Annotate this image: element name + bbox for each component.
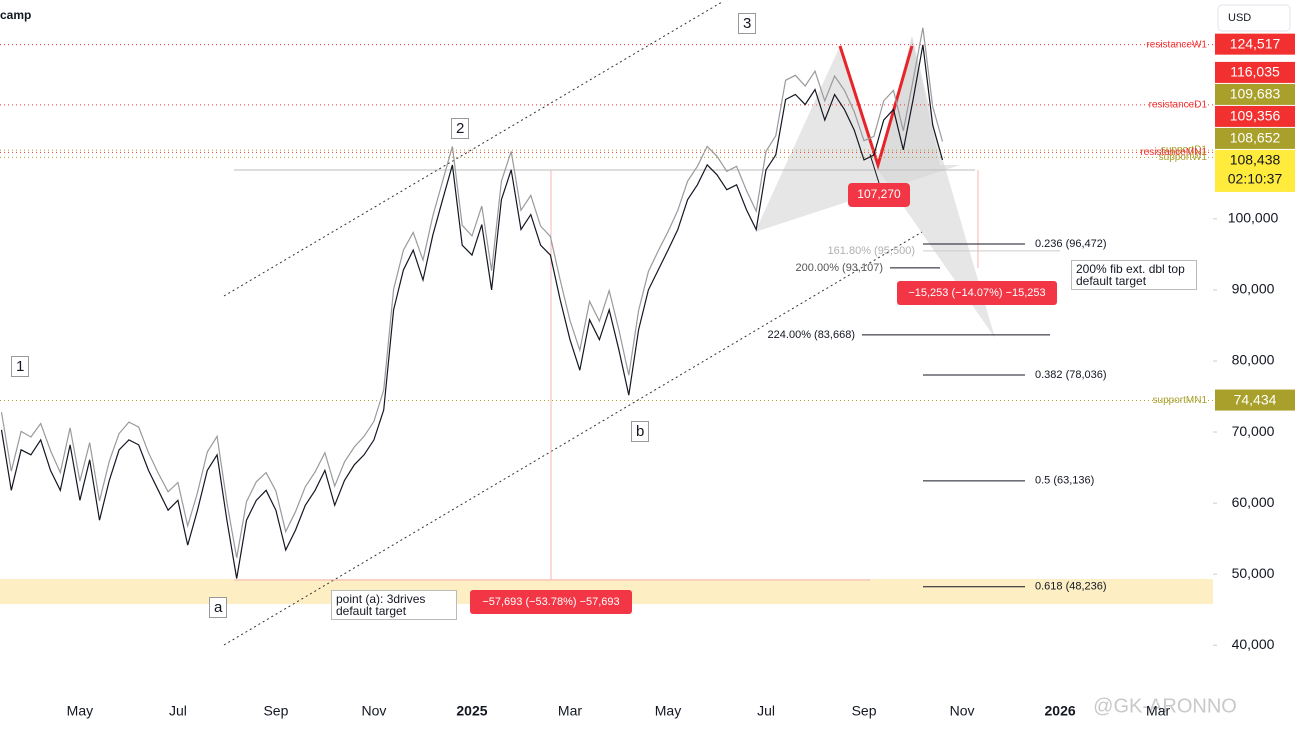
level-name: resistanceMN1 bbox=[1140, 147, 1207, 158]
x-tick-label: Mar bbox=[558, 703, 582, 719]
fib-label: 200.00% (93,107) bbox=[796, 262, 883, 274]
price-tag-label: 74,434 bbox=[1234, 391, 1277, 407]
measure-box bbox=[897, 281, 1057, 305]
y-tick-label: 60,000 bbox=[1232, 494, 1275, 510]
fib-label: 0.5 (63,136) bbox=[1035, 475, 1094, 487]
wave-label: 3 bbox=[738, 13, 757, 34]
price-tag bbox=[1215, 105, 1295, 127]
x-tick-label: May bbox=[67, 703, 93, 719]
price-tag bbox=[1215, 61, 1295, 83]
x-tick-label: Mar bbox=[1146, 703, 1170, 719]
level-name: supportW1 bbox=[1159, 152, 1208, 163]
price-tag bbox=[1215, 127, 1295, 149]
pivot-box bbox=[848, 183, 910, 207]
wave-label: 1 bbox=[11, 356, 30, 377]
currency-button[interactable] bbox=[1217, 4, 1291, 32]
fib-label: 224.00% (83,668) bbox=[768, 329, 855, 341]
price-tag-label: 108,652 bbox=[1230, 130, 1281, 146]
x-tick-label: Jul bbox=[169, 703, 187, 719]
level-name: supportMN1 bbox=[1153, 395, 1208, 406]
y-tick-label: 100,000 bbox=[1228, 210, 1279, 226]
price-tag-label: 109,356 bbox=[1230, 108, 1281, 124]
level-name: supportD1 bbox=[1161, 145, 1208, 156]
x-tick-label: Nov bbox=[361, 703, 386, 719]
channel-line bbox=[223, 231, 923, 646]
countdown: 02:10:37 bbox=[1228, 171, 1283, 187]
price-tag bbox=[1215, 33, 1295, 55]
current-price: 108,438 bbox=[1230, 152, 1281, 168]
x-tick-label: Jul bbox=[757, 703, 775, 719]
pivot-label: 107,270 bbox=[857, 187, 901, 201]
pivot-pointer bbox=[869, 154, 880, 184]
measure-label: −15,253 (−14.07%) −15,253 bbox=[908, 287, 1045, 299]
chart-title: camp bbox=[0, 8, 31, 22]
measure-label: −57,693 (−53.78%) −57,693 bbox=[482, 596, 619, 608]
channel-line bbox=[223, 1, 723, 297]
fib-label: 0.236 (96,472) bbox=[1035, 238, 1107, 250]
price-line bbox=[0, 27, 944, 558]
current-price-tag bbox=[1215, 149, 1295, 192]
y-tick-label: 80,000 bbox=[1232, 352, 1275, 368]
x-tick-label: May bbox=[655, 703, 681, 719]
price-tag bbox=[1215, 389, 1295, 411]
fib-label: 161.80% (95,500) bbox=[828, 245, 915, 257]
level-name: resistanceW1 bbox=[1146, 39, 1207, 50]
level-name: resistanceD1 bbox=[1149, 100, 1208, 111]
y-tick-label: 90,000 bbox=[1232, 281, 1275, 297]
wave-label: b bbox=[631, 421, 650, 442]
y-tick-label: 40,000 bbox=[1232, 636, 1275, 652]
watermark: @GK-ARONNO bbox=[1093, 695, 1237, 717]
x-tick-label: Sep bbox=[852, 703, 877, 719]
note: point (a): 3drives default target bbox=[331, 590, 457, 620]
price-tag bbox=[1215, 83, 1295, 105]
price-tag-label: 109,683 bbox=[1230, 86, 1281, 102]
double-top bbox=[838, 45, 914, 171]
x-tick-label: Nov bbox=[950, 703, 975, 719]
wave-label: a bbox=[209, 597, 228, 618]
y-tick-label: 70,000 bbox=[1232, 423, 1275, 439]
y-tick-label: 50,000 bbox=[1232, 565, 1275, 581]
x-tick-label: 2025 bbox=[456, 703, 487, 719]
fib-label: 0.618 (48,236) bbox=[1035, 581, 1107, 593]
x-tick-label: 2026 bbox=[1045, 703, 1076, 719]
price-tag-label: 124,517 bbox=[1230, 35, 1281, 51]
price-line bbox=[0, 44, 944, 579]
currency: USD bbox=[1228, 12, 1251, 24]
fib-label: 0.382 (78,036) bbox=[1035, 369, 1107, 381]
wave-label: 2 bbox=[451, 118, 470, 139]
measure-box bbox=[470, 590, 632, 614]
note: 200% fib ext. dbl top default target bbox=[1071, 260, 1197, 290]
x-tick-label: Sep bbox=[263, 703, 288, 719]
price-tag-label: 116,035 bbox=[1230, 64, 1280, 80]
